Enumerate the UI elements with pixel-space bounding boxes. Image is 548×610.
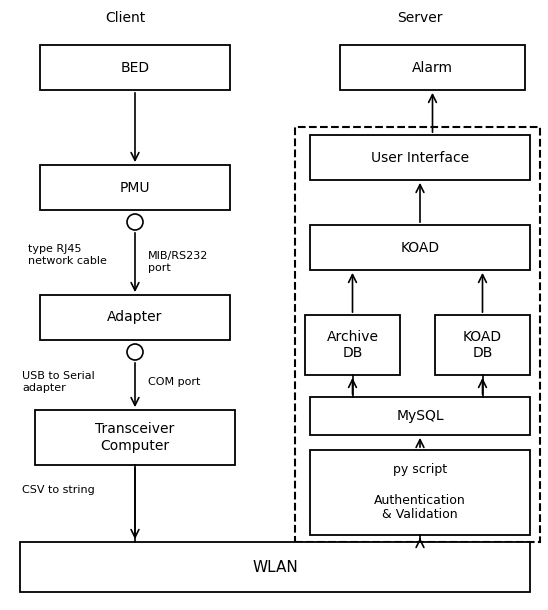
Text: COM port: COM port <box>148 377 201 387</box>
Circle shape <box>127 214 143 230</box>
Bar <box>310 450 530 535</box>
Text: Client: Client <box>105 11 145 25</box>
Text: MIB/RS232
port: MIB/RS232 port <box>148 251 208 273</box>
Bar <box>35 410 235 465</box>
Bar <box>305 315 400 375</box>
Bar <box>40 45 230 90</box>
Text: Alarm: Alarm <box>412 60 453 74</box>
Text: Adapter: Adapter <box>107 310 163 325</box>
Text: KOAD: KOAD <box>401 240 439 254</box>
Text: CSV to string: CSV to string <box>22 485 95 495</box>
Bar <box>310 135 530 180</box>
Bar <box>40 165 230 210</box>
Text: type RJ45
network cable: type RJ45 network cable <box>28 244 107 266</box>
Text: py script

Authentication
& Validation: py script Authentication & Validation <box>374 464 466 522</box>
Text: User Interface: User Interface <box>371 151 469 165</box>
Text: KOAD
DB: KOAD DB <box>463 330 502 360</box>
Bar <box>435 315 530 375</box>
Text: USB to Serial
adapter: USB to Serial adapter <box>22 371 95 393</box>
Bar <box>310 225 530 270</box>
Text: Archive
DB: Archive DB <box>327 330 379 360</box>
Bar <box>20 542 530 592</box>
Text: Server: Server <box>397 11 443 25</box>
Text: BED: BED <box>121 60 150 74</box>
Bar <box>40 295 230 340</box>
Bar <box>310 397 530 435</box>
Circle shape <box>127 344 143 360</box>
Text: MySQL: MySQL <box>396 409 444 423</box>
Bar <box>295 127 540 542</box>
Text: Transceiver
Computer: Transceiver Computer <box>95 422 175 453</box>
Text: PMU: PMU <box>120 181 150 195</box>
Bar <box>340 45 525 90</box>
Text: WLAN: WLAN <box>252 559 298 575</box>
